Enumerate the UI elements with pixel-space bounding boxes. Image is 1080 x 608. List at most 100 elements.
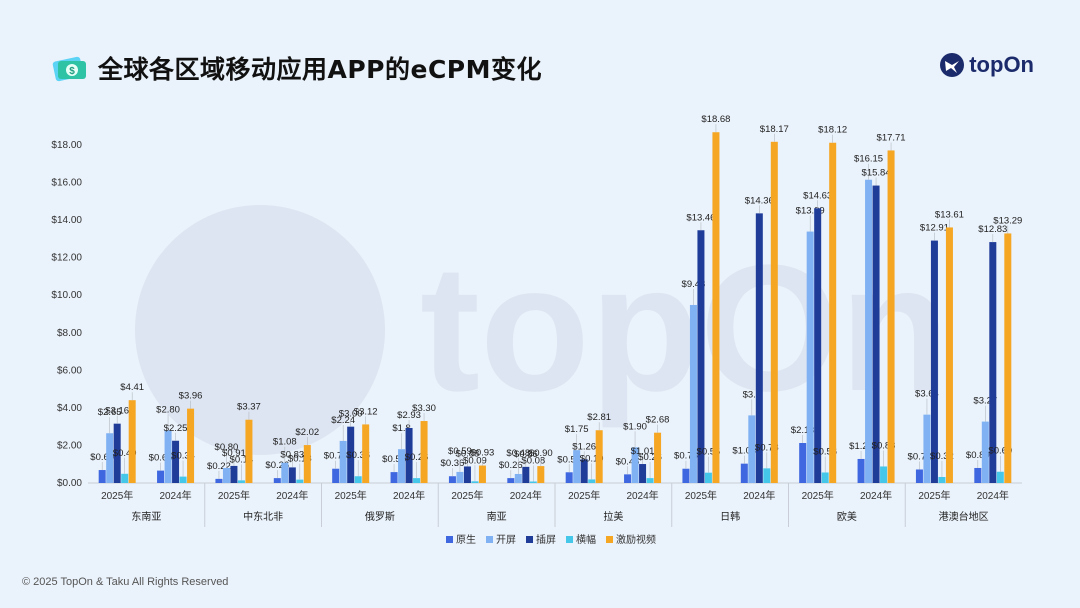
- bar: [806, 231, 814, 483]
- bar: [989, 242, 997, 483]
- brand: topOn: [939, 52, 1034, 78]
- y-tick-label: $0.00: [57, 478, 82, 489]
- year-label: 2025年: [685, 489, 717, 502]
- y-tick-label: $16.00: [51, 178, 82, 189]
- bar: [631, 447, 639, 483]
- bar: [654, 432, 662, 483]
- bar: [565, 472, 573, 483]
- data-label: $2.80: [156, 404, 180, 415]
- data-label: $0.26: [638, 452, 662, 463]
- bar: [799, 443, 807, 483]
- bar: [580, 459, 588, 483]
- data-label: $13.29: [993, 215, 1022, 226]
- data-label: $0.08: [521, 455, 545, 466]
- year-label: 2025年: [218, 489, 250, 502]
- bar: [390, 472, 398, 483]
- data-label: $1.08: [273, 437, 297, 448]
- data-label: $0.09: [463, 455, 487, 466]
- year-label: 2024年: [159, 489, 191, 502]
- data-label: $2.24: [331, 415, 355, 426]
- legend-swatch: [566, 536, 573, 543]
- y-tick-label: $2.00: [57, 440, 82, 451]
- data-label: $3.6: [743, 389, 762, 400]
- data-label: $3.27: [973, 396, 997, 407]
- bar: [230, 465, 238, 483]
- legend-label: 插屏: [536, 533, 556, 546]
- year-label: 2025年: [451, 489, 483, 502]
- data-label: $3.30: [412, 403, 436, 414]
- year-label: 2024年: [860, 489, 892, 502]
- data-label: $0.83: [280, 449, 304, 460]
- bar: [164, 430, 172, 483]
- legend-swatch: [526, 536, 533, 543]
- bar: [821, 472, 829, 483]
- data-label: $0.34: [171, 451, 195, 462]
- bar: [639, 464, 647, 483]
- data-label: $0.22: [207, 461, 231, 472]
- bar: [682, 468, 690, 483]
- data-label: $0.69: [90, 452, 114, 463]
- data-label: $1.03: [732, 446, 756, 457]
- bar: [398, 449, 406, 483]
- data-label: $2.02: [295, 427, 319, 438]
- bar: [1004, 233, 1012, 483]
- bar: [128, 400, 136, 483]
- y-tick-label: $12.00: [51, 253, 82, 264]
- data-label: $9.48: [682, 279, 706, 290]
- bar: [413, 478, 421, 483]
- money-icon: $: [52, 56, 86, 82]
- year-label: 2024年: [977, 489, 1009, 502]
- year-label: 2024年: [510, 489, 542, 502]
- bar: [573, 450, 581, 483]
- data-label: $18.12: [818, 125, 847, 136]
- bar: [245, 419, 253, 483]
- bar: [857, 458, 865, 483]
- data-label: $0.14: [230, 454, 254, 465]
- data-label: $0.93: [471, 448, 495, 459]
- bar: [996, 471, 1004, 483]
- data-label: $17.71: [877, 132, 906, 143]
- bar: [354, 476, 362, 483]
- data-label: $15.84: [862, 168, 891, 179]
- year-label: 2024年: [743, 489, 775, 502]
- data-label: $0.78: [755, 442, 779, 453]
- bar: [537, 466, 545, 483]
- bar: [740, 463, 748, 483]
- bar: [471, 481, 479, 483]
- bar: [945, 227, 953, 483]
- data-label: $0.26: [265, 460, 289, 471]
- legend-swatch: [446, 536, 453, 543]
- svg-text:$: $: [69, 66, 75, 77]
- bar: [113, 423, 121, 483]
- y-tick-label: $18.00: [51, 140, 82, 151]
- bar: [588, 479, 596, 483]
- bar: [303, 445, 311, 483]
- bar: [697, 230, 705, 483]
- data-label: $0.57: [557, 454, 581, 465]
- y-tick-label: $8.00: [57, 328, 82, 339]
- year-label: 2024年: [626, 489, 658, 502]
- data-label: $2.25: [164, 423, 188, 434]
- year-label: 2025年: [918, 489, 950, 502]
- bar: [296, 479, 304, 483]
- data-label: $3.12: [354, 406, 378, 417]
- bar: [237, 480, 245, 483]
- group-label: 东南亚: [131, 510, 161, 523]
- bar: [362, 424, 370, 483]
- bar: [930, 240, 938, 483]
- legend-label: 激励视频: [616, 533, 656, 546]
- bar: [222, 467, 230, 483]
- bar: [507, 478, 515, 483]
- bar: [624, 474, 632, 483]
- data-label: $3.96: [179, 391, 203, 402]
- data-label: $0.49: [113, 448, 137, 459]
- bar: [179, 476, 187, 483]
- data-label: $3.64: [915, 389, 939, 400]
- data-label: $0.19: [580, 453, 604, 464]
- data-label: $0.76: [674, 451, 698, 462]
- bar: [865, 179, 873, 483]
- bar: [887, 150, 895, 483]
- data-label: $0.72: [908, 451, 932, 462]
- data-label: $0.88: [456, 448, 480, 459]
